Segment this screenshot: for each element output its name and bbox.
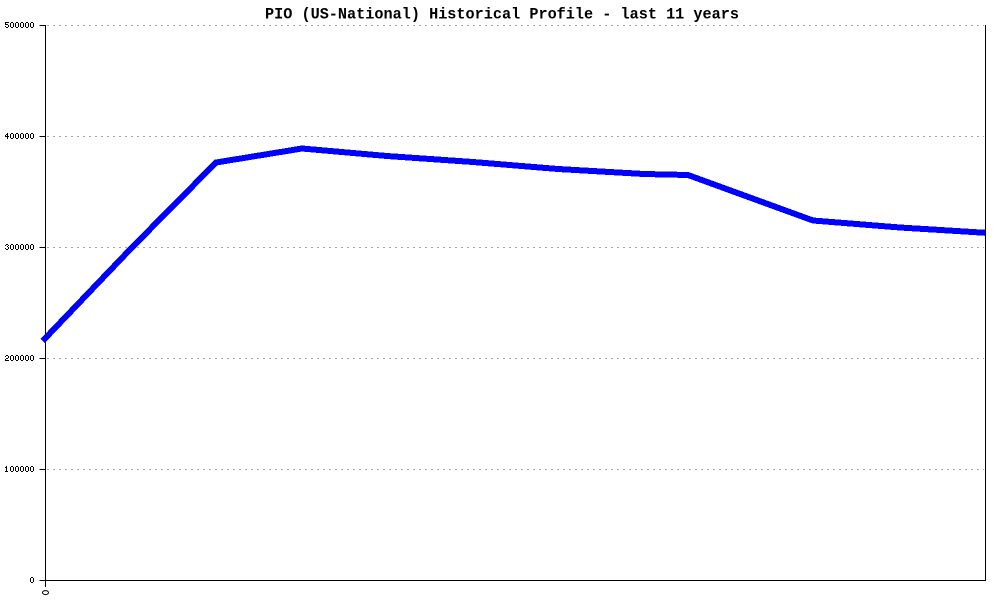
svg-text:PIO (US-National) Historical P: PIO (US-National) Historical Profile - l… bbox=[265, 5, 739, 23]
